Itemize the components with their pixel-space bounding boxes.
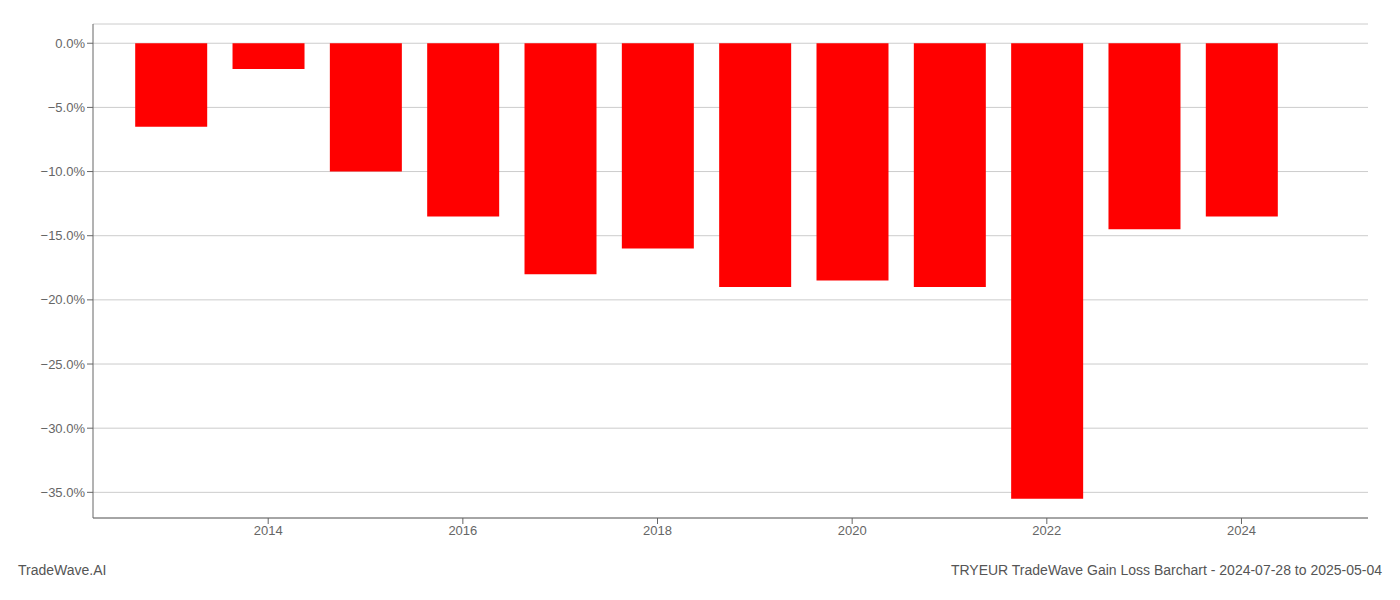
svg-text:−20.0%: −20.0% [41,292,86,307]
svg-text:0.0%: 0.0% [55,36,85,51]
svg-text:2020: 2020 [838,523,867,538]
html-text:TRYEUR TradeWave Gain Loss Bar: TRYEUR TradeWave Gain Loss Barchart - 20… [950,562,1382,578]
svg-text:2016: 2016 [448,523,477,538]
svg-text:−30.0%: −30.0% [41,421,86,436]
html-text:TradeWave.AI: TradeWave.AI [18,562,107,578]
svg-text:2014: 2014 [254,523,283,538]
svg-text:2018: 2018 [643,523,672,538]
svg-text:−25.0%: −25.0% [41,357,86,372]
svg-text:−15.0%: −15.0% [41,228,86,243]
svg-text:2022: 2022 [1032,523,1061,538]
svg-text:−10.0%: −10.0% [41,164,86,179]
svg-text:2024: 2024 [1227,523,1256,538]
svg-text:−35.0%: −35.0% [41,485,86,500]
svg-text:−5.0%: −5.0% [48,100,86,115]
